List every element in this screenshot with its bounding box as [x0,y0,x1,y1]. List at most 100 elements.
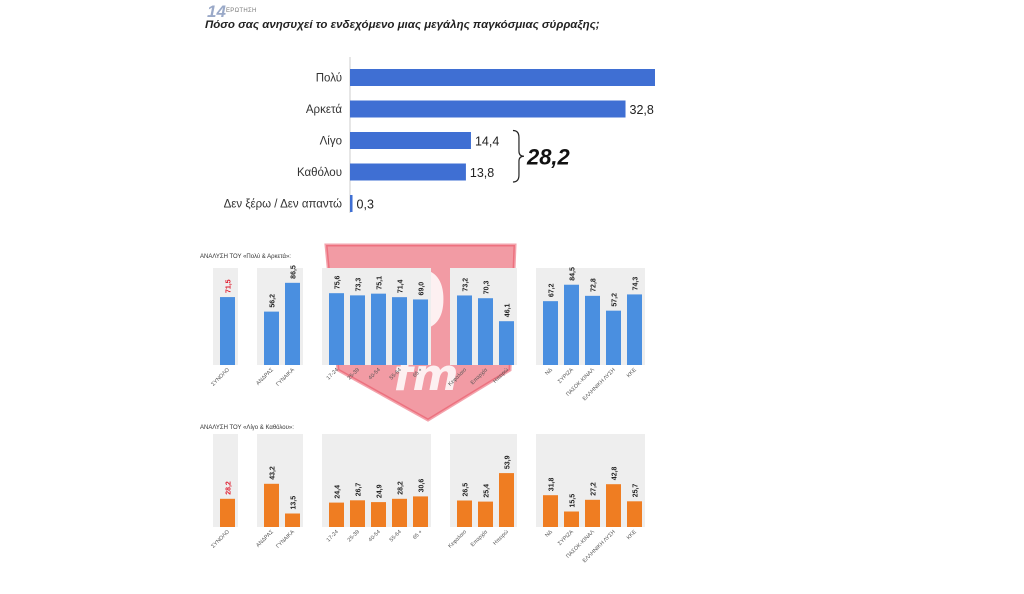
column-value-label: 30,6 [419,479,426,493]
column-bar [585,295,600,365]
column-category-label: Ηπειρώ [492,528,511,547]
column-bar [543,301,558,365]
column-bar [457,295,472,365]
column-category-label: Ηπειρώ [492,366,511,385]
column-value-label: 84,5 [570,267,577,281]
column-category-label: 65 + [412,529,424,541]
column-bar [478,501,493,527]
column-bar [329,293,344,365]
column-value-label: 28,2 [226,481,233,495]
main-value-label: 14,4 [475,135,499,149]
breakdown-chart-poly-arketa: 71,5 ΣΥΝΟΛΟ 56,2 ΑΝΔΡΑΣ 86,5 ΓΥΝΑΙΚΑ 75,6 17-24… [210,265,645,402]
column-category-label: 40-54 [368,529,382,543]
chart-title-poly-arketa: ΑΝΑΛΥΣΗ ΤΟΥ «Πολύ & Αρκετά»: [200,254,291,260]
column-category-label: ΓΥΝΑΙΚΑ [275,529,296,550]
column-bar [329,502,344,527]
column-value-label: 15,5 [570,494,577,508]
chart-title-ligo-katholou: ΑΝΑΛΥΣΗ ΤΟΥ «Λίγο & Καθόλου»: [200,425,294,431]
column-bar [220,297,235,365]
column-value-label: 71,5 [226,279,233,293]
group-backdrop [257,434,303,527]
column-value-label: 71,4 [398,279,405,293]
column-category-label: 17-24 [326,367,340,381]
main-bar [350,195,353,212]
column-category-label: 40-54 [368,367,382,381]
column-value-label: 24,9 [377,484,384,498]
column-category-label: ΚΚΕ [626,529,638,541]
column-value-label: 72,8 [591,278,598,292]
column-bar [606,310,621,365]
column-category-label: Κεφαλαιο [447,367,468,388]
main-bar [350,163,466,181]
column-value-label: 75,1 [377,276,384,290]
question-number: 14 [207,2,226,21]
main-category-label: Δεν ξέρω / Δεν απαντώ [224,199,342,211]
column-bar [413,299,428,365]
column-value-label: 27,2 [591,482,598,496]
column-value-label: 24,4 [335,485,342,499]
column-category-label: 55-64 [389,529,403,543]
column-value-label: 86,5 [291,265,298,279]
column-category-label: ΝΔ [544,367,554,377]
main-bar [350,69,655,86]
question-word: ΕΡΩΤΗΣΗ [226,8,257,14]
group-total-label: 28,2 [526,144,571,169]
column-category-label: ΑΝΔΡΑΣ [255,529,275,549]
column-bar [285,513,300,527]
column-bar [371,293,386,365]
column-bar [264,311,279,365]
main-value-label: 13,8 [470,166,494,180]
column-value-label: 13,5 [291,496,298,510]
column-category-label: Επαρχία [470,367,490,387]
column-category-label: 55-64 [389,367,403,381]
column-value-label: 25,7 [633,484,640,498]
column-category-label: Επαρχία [470,529,490,549]
column-value-label: 26,7 [356,483,363,497]
column-bar [627,501,642,527]
main-bar [350,132,471,149]
main-category-label: Πολύ [316,73,342,85]
column-category-label: ΝΔ [544,529,554,539]
column-category-label: 65 + [412,367,424,379]
column-value-label: 73,3 [356,278,363,292]
column-bar [564,284,579,365]
column-value-label: 74,3 [633,277,640,291]
main-horizontal-bar-chart: Πολύ38,7Αρκετά32,8Λίγο14,4Καθόλου13,8Δεν… [224,57,655,213]
column-bar [543,495,558,527]
column-value-label: 25,4 [484,484,491,498]
column-value-label: 42,8 [612,466,619,480]
column-value-label: 43,2 [270,466,277,480]
column-bar [350,295,365,365]
breakdown-chart-ligo-katholou: 28,2 ΣΥΝΟΛΟ 43,2 ΑΝΔΡΑΣ 13,5 ΓΥΝΑΙΚΑ 24,4 17-24… [210,434,645,564]
column-bar [585,499,600,527]
column-bar [264,483,279,527]
column-bar [627,294,642,365]
column-value-label: 75,6 [335,275,342,289]
column-value-label: 31,8 [549,477,556,491]
column-value-label: 67,2 [549,283,556,297]
column-bar [371,502,386,527]
column-bar [285,282,300,365]
column-value-label: 70,3 [484,280,491,294]
column-bar [499,473,514,527]
column-category-label: 25-39 [347,529,361,543]
column-category-label: ΣΥΡΙΖΑ [557,529,575,547]
column-bar [478,298,493,365]
question-text: Πόσο σας ανησυχεί το ενδεχόμενο μιας μεγ… [205,19,600,31]
column-bar [499,321,514,365]
column-bar [606,484,621,527]
column-value-label: 73,2 [463,278,470,292]
column-category-label: 17-24 [326,529,340,543]
main-category-label: Αρκετά [306,104,342,116]
main-category-label: Καθόλου [297,167,342,179]
main-value-label: 32,8 [630,103,654,117]
column-bar [457,500,472,527]
column-bar [392,297,407,365]
column-value-label: 26,5 [463,483,470,497]
column-category-label: ΚΚΕ [626,367,638,379]
column-bar [392,498,407,527]
column-value-label: 46,1 [505,303,512,317]
main-bar [350,100,626,118]
group-brace [512,129,524,183]
column-category-label: ΓΥΝΑΙΚΑ [275,367,296,388]
